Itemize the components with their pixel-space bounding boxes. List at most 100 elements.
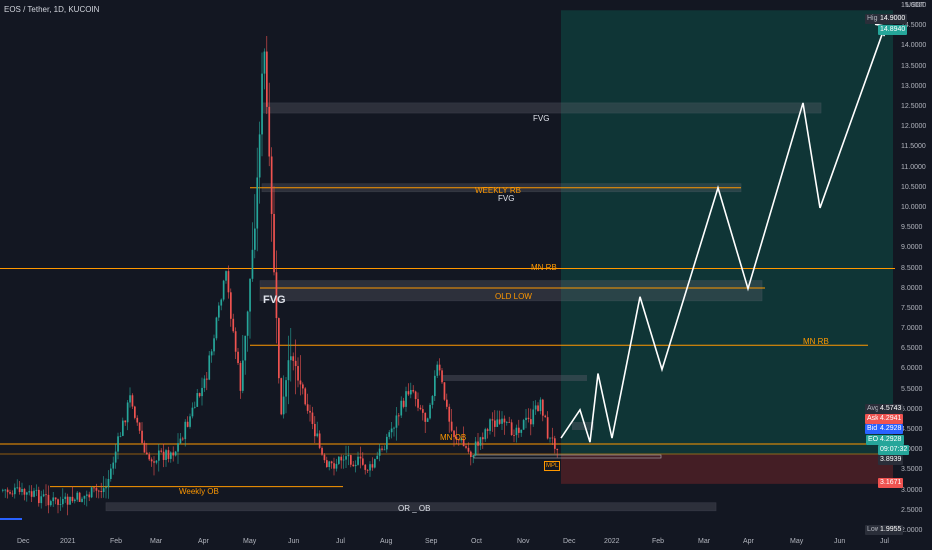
candle-body	[506, 421, 508, 423]
avg-value: 4.5743	[878, 404, 904, 414]
candle-body	[366, 469, 369, 471]
avg-label: Avg	[865, 404, 881, 414]
candle-body	[112, 462, 115, 469]
small-zone-box	[572, 422, 594, 430]
candle-body	[170, 452, 172, 459]
candle-body	[122, 420, 124, 436]
price-tick: 7.0000	[901, 325, 923, 333]
candle-body	[486, 429, 489, 431]
candle-body	[302, 384, 304, 389]
candle-body	[326, 460, 328, 468]
candle-body	[386, 436, 388, 450]
mn-ob-label: MN OB	[440, 433, 467, 442]
candle-body	[417, 399, 419, 408]
candle-body	[477, 441, 479, 446]
time-tick: Jun	[834, 538, 846, 545]
candle-body	[76, 492, 79, 500]
candle-body	[114, 451, 117, 463]
candle-body	[21, 488, 23, 492]
candle-body	[390, 428, 393, 433]
fvg-top-label: FVG	[533, 114, 550, 123]
candle-body	[98, 490, 100, 492]
candle-body	[383, 449, 386, 451]
mn-rb-right-label: MN RB	[803, 337, 829, 346]
candle-body	[167, 450, 170, 459]
candle-body	[162, 451, 165, 460]
candle-body	[210, 351, 213, 356]
candle-body	[136, 417, 139, 423]
candle-body	[347, 455, 350, 457]
candle-body	[100, 491, 103, 493]
stop-zone	[561, 454, 893, 484]
candle-body	[441, 370, 443, 383]
candle-body	[438, 364, 441, 371]
candle-body	[62, 498, 64, 505]
price-tick: 14.0000	[901, 42, 927, 50]
candle-body	[141, 430, 143, 443]
candle-body	[474, 441, 477, 456]
candle-body	[258, 134, 261, 178]
candle-body	[314, 423, 316, 437]
candle-body	[398, 415, 400, 417]
candle-body	[201, 387, 203, 397]
candle-body	[376, 455, 379, 460]
candle-body	[306, 404, 309, 411]
price-tick: 11.0000	[901, 163, 926, 171]
or-ob-label: OR _ OB	[398, 504, 431, 513]
candle-body	[532, 409, 535, 425]
candle-body	[131, 395, 134, 407]
zone-box	[105, 502, 717, 512]
candle-body	[287, 360, 290, 381]
time-tick: Oct	[471, 538, 482, 545]
currency-label: USDT	[906, 2, 926, 9]
candle-body	[494, 420, 496, 427]
ask-label: Ask	[865, 414, 881, 424]
last-price-tag: 4.2928	[878, 435, 904, 445]
candle-body	[64, 496, 67, 499]
candle-body	[234, 331, 237, 352]
symbol-title[interactable]: EOS / Tether, 1D, KUCOIN	[4, 5, 100, 14]
candle-body	[148, 454, 151, 460]
candle-body	[18, 487, 21, 492]
candle-body	[297, 366, 299, 381]
candle-body	[323, 454, 326, 461]
candle-body	[501, 418, 503, 424]
candle-body	[220, 299, 223, 306]
candle-body	[374, 459, 376, 468]
candle-body	[42, 494, 45, 497]
candle-body	[342, 459, 345, 461]
candle-body	[352, 464, 355, 467]
price-tick: 13.5000	[901, 62, 927, 70]
candle-body	[129, 395, 131, 403]
price-tick: 11.5000	[901, 143, 926, 151]
candle-body	[6, 489, 9, 493]
candle-body	[359, 456, 362, 459]
candle-body	[45, 494, 47, 496]
time-tick: Nov	[517, 538, 530, 545]
candle-body	[424, 412, 427, 422]
price-tick: 8.0000	[901, 284, 923, 292]
candle-body	[282, 396, 285, 415]
candle-body	[407, 391, 410, 395]
zone-box	[261, 102, 822, 114]
candle-body	[263, 51, 266, 74]
candle-body	[491, 419, 494, 421]
candle-body	[518, 427, 520, 433]
fvg-mid-label: FVG	[498, 194, 515, 203]
candle-body	[273, 213, 275, 273]
mpl-label: MPL	[544, 461, 561, 471]
candle-body	[261, 73, 263, 135]
candle-body	[448, 406, 451, 422]
candle-body	[465, 446, 467, 448]
candle-body	[16, 487, 19, 489]
candle-body	[143, 442, 146, 453]
candle-body	[155, 460, 158, 463]
candle-body	[436, 364, 439, 376]
candle-body	[230, 292, 232, 319]
candle-body	[371, 464, 374, 468]
candle-body	[177, 443, 179, 452]
candle-body	[138, 422, 141, 431]
candle-body	[40, 496, 43, 504]
